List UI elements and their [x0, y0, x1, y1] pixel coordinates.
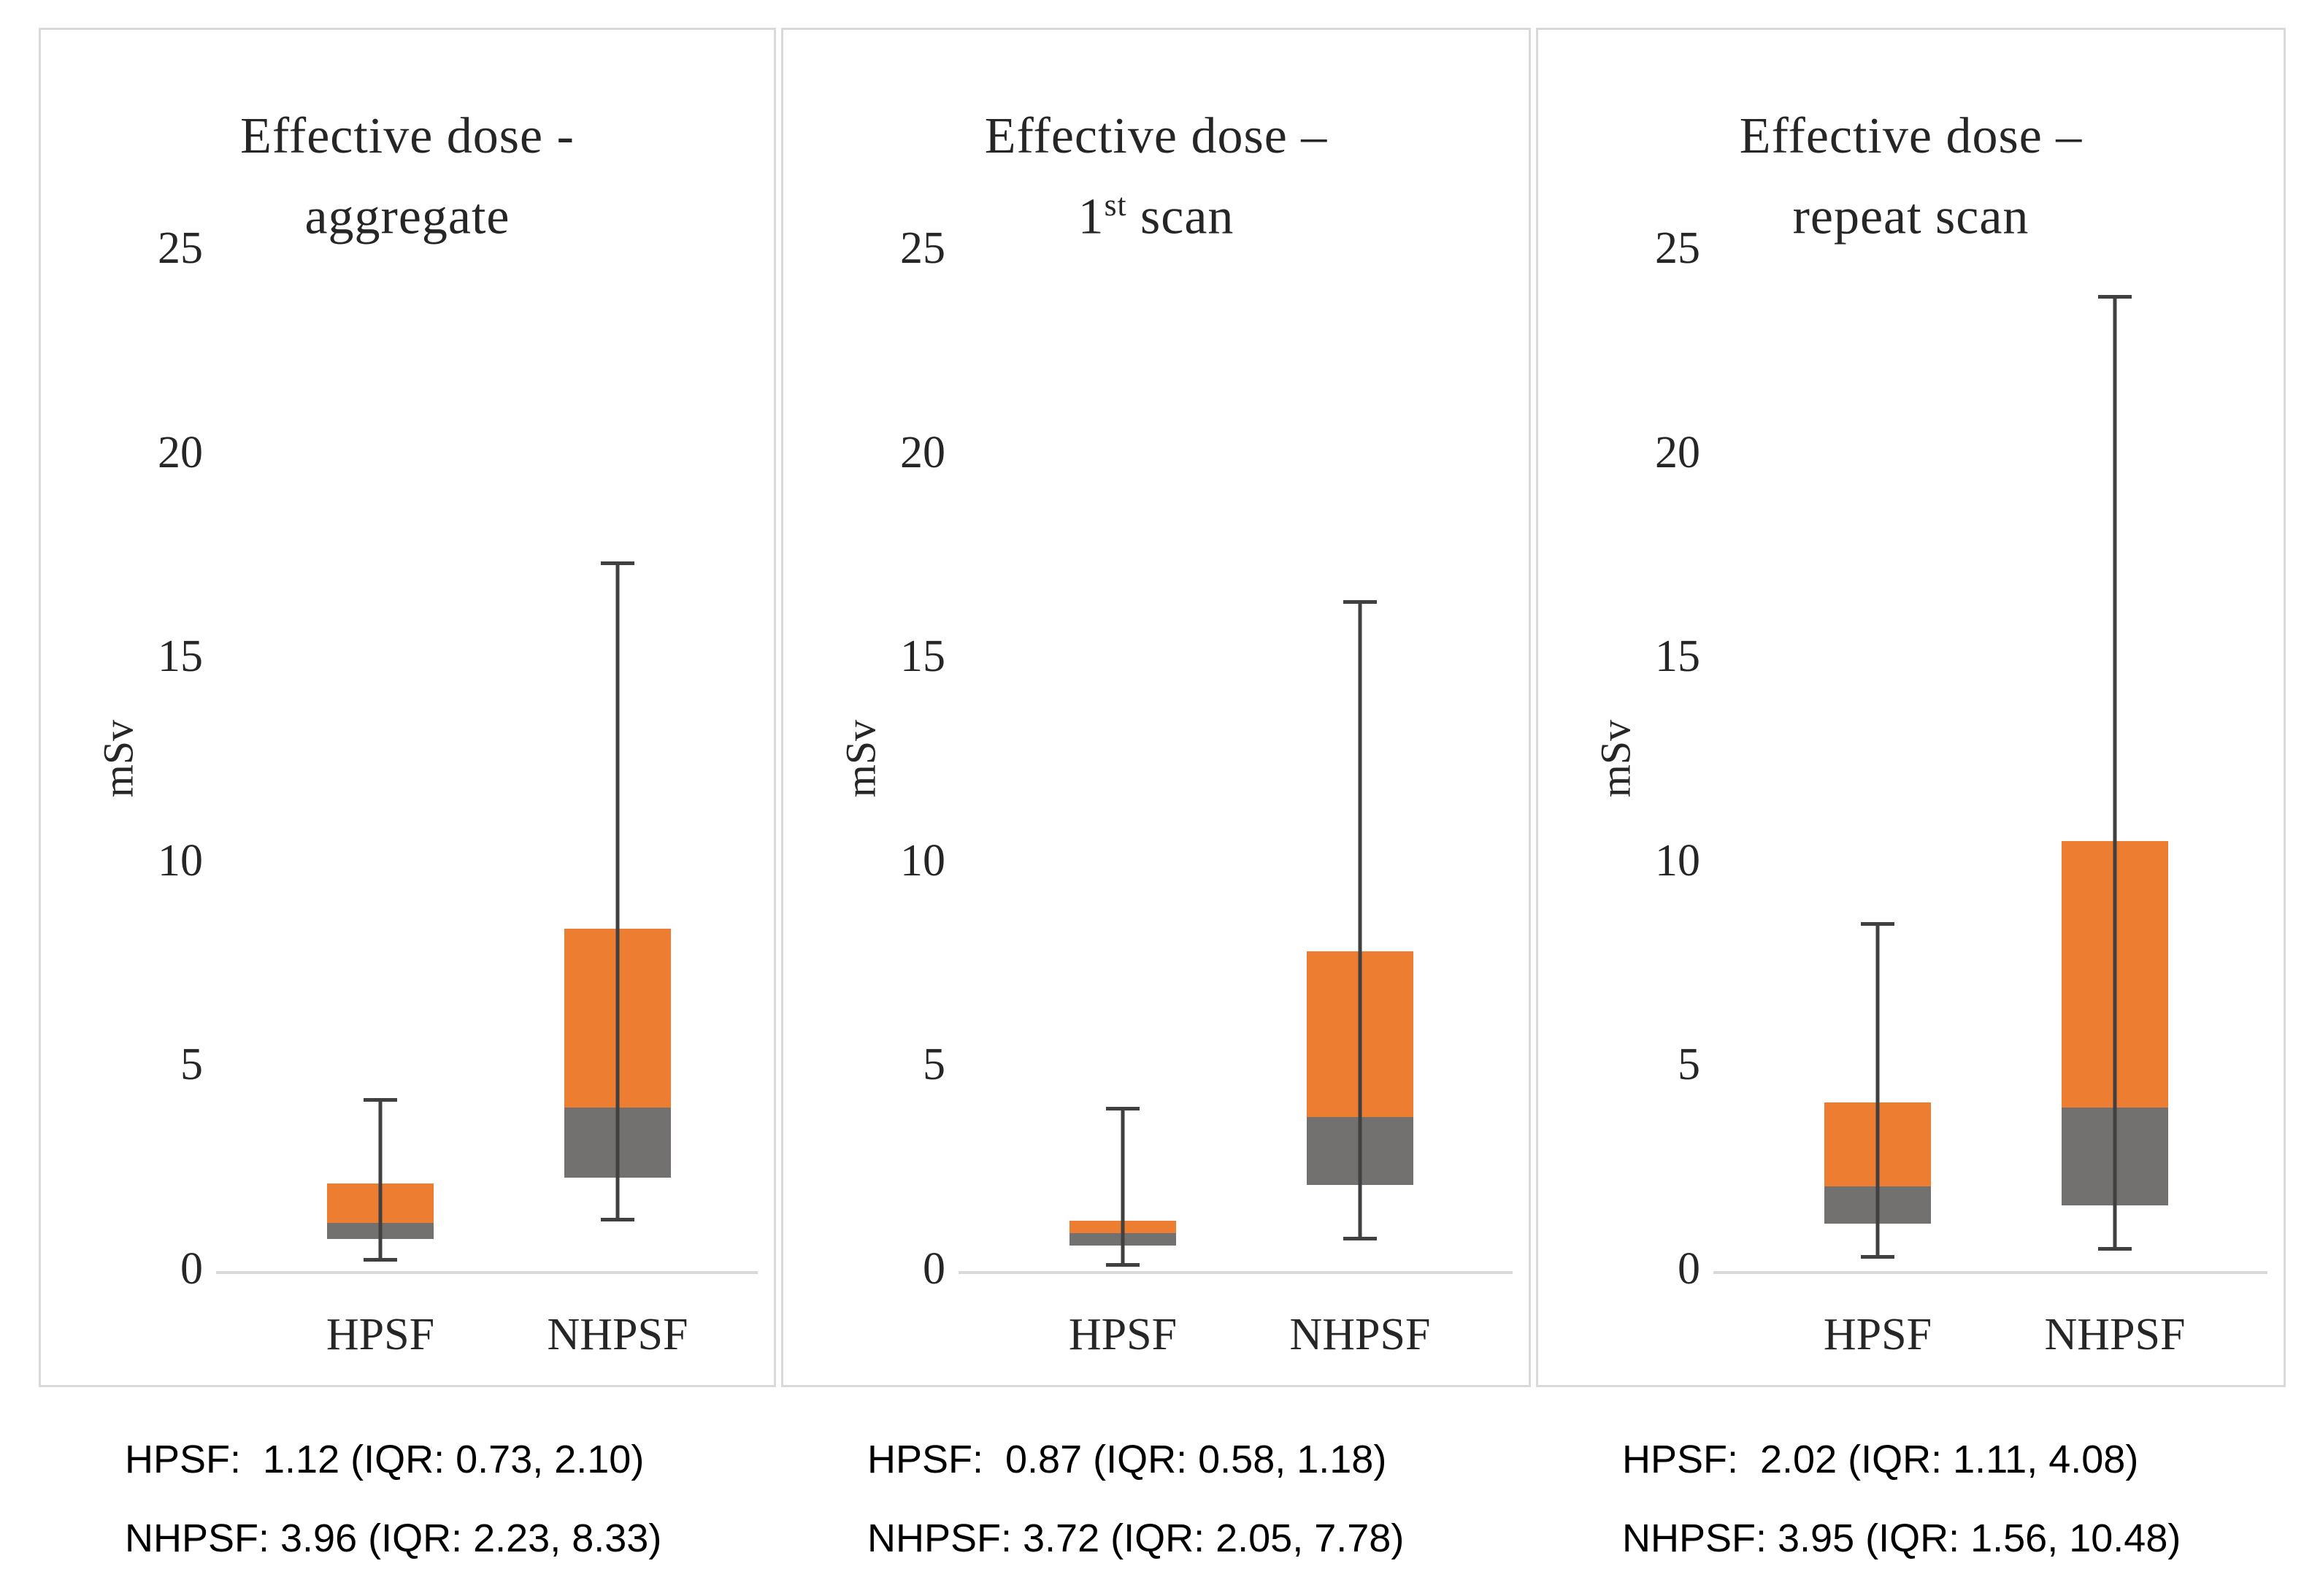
- chart-title-line2-pre: repeat scan: [1792, 188, 2029, 245]
- y-tick-label-15: 15: [1655, 632, 1700, 682]
- y-axis-title: mSv: [94, 719, 142, 798]
- chart-title-aggregate: Effective dose - aggregate: [41, 101, 774, 251]
- whisker-cap-bottom-hpsf: [1861, 1255, 1894, 1259]
- y-tick-label-25: 25: [900, 223, 945, 273]
- whisker-line-nhpsf: [2113, 295, 2117, 1251]
- stats-line-first-scan-0: HPSF: 0.87 (IQR: 0.58, 1.18): [867, 1438, 1387, 1481]
- stats-line-aggregate-1: NHPSF: 3.96 (IQR: 2.23, 8.33): [125, 1516, 662, 1560]
- whisker-line-hpsf: [1121, 1106, 1125, 1267]
- y-tick-label-5: 5: [180, 1040, 203, 1090]
- whisker-line-hpsf: [378, 1097, 383, 1262]
- chart-title-line2-pre: aggregate: [304, 188, 510, 245]
- stats-line-first-scan-1: NHPSF: 3.72 (IQR: 2.05, 7.78): [867, 1516, 1405, 1560]
- whisker-line-nhpsf: [1358, 600, 1362, 1240]
- y-tick-label-15: 15: [158, 632, 203, 682]
- y-tick-label-5: 5: [923, 1040, 945, 1090]
- x-axis-line: [1713, 1271, 2267, 1274]
- chart-title-repeat-scan: Effective dose – repeat scan: [1538, 101, 2284, 251]
- chart-title-line2-pre: 1: [1078, 188, 1105, 245]
- category-label-nhpsf: NHPSF: [2044, 1310, 2186, 1359]
- y-tick-label-0: 0: [180, 1244, 203, 1294]
- y-axis-title: mSv: [837, 719, 885, 798]
- whisker-line-hpsf: [1875, 921, 1880, 1259]
- chart-title-line1: Effective dose –: [984, 108, 1328, 164]
- chart-title-line1: Effective dose -: [240, 108, 575, 164]
- chart-title-line2: 1st scan: [783, 171, 1529, 251]
- chart-title-line2: aggregate: [41, 171, 774, 251]
- y-tick-label-10: 10: [158, 835, 203, 886]
- chart-title-line2-sup: st: [1104, 188, 1127, 223]
- y-tick-label-20: 20: [158, 427, 203, 477]
- chart-panel-repeat-scan: Effective dose – repeat scan 0 5 10 15 20 25 mSv…: [1536, 28, 2286, 1387]
- category-label-hpsf: HPSF: [1068, 1310, 1178, 1359]
- y-tick-label-5: 5: [1678, 1040, 1700, 1090]
- category-label-hpsf: HPSF: [326, 1310, 435, 1359]
- category-label-hpsf: HPSF: [1823, 1310, 1932, 1359]
- whisker-cap-top-nhpsf: [2098, 295, 2132, 299]
- whisker-line-nhpsf: [615, 561, 620, 1222]
- whisker-cap-top-hpsf: [1861, 921, 1894, 926]
- y-tick-label-25: 25: [158, 223, 203, 273]
- y-tick-label-10: 10: [900, 835, 945, 886]
- chart-title-line2-post: scan: [1126, 188, 1234, 245]
- whisker-cap-top-nhpsf: [601, 561, 634, 566]
- category-label-nhpsf: NHPSF: [547, 1310, 688, 1359]
- y-tick-label-20: 20: [1655, 427, 1700, 477]
- whisker-cap-bottom-hpsf: [364, 1257, 397, 1262]
- stats-line-repeat-scan-0: HPSF: 2.02 (IQR: 1.11, 4.08): [1622, 1438, 2139, 1481]
- y-tick-label-0: 0: [1678, 1244, 1700, 1294]
- whisker-cap-bottom-nhpsf: [2098, 1246, 2132, 1251]
- stats-line-repeat-scan-1: NHPSF: 3.95 (IQR: 1.56, 10.48): [1622, 1516, 2181, 1560]
- chart-title-line2: repeat scan: [1538, 171, 2284, 251]
- x-axis-line: [216, 1271, 758, 1274]
- chart-title-line1: Effective dose –: [1739, 108, 2083, 164]
- whisker-cap-bottom-nhpsf: [1343, 1236, 1377, 1240]
- chart-title-first-scan: Effective dose – 1st scan: [783, 101, 1529, 251]
- whisker-cap-top-nhpsf: [1343, 600, 1377, 605]
- y-tick-label-25: 25: [1655, 223, 1700, 273]
- y-tick-label-20: 20: [900, 427, 945, 477]
- x-axis-line: [959, 1271, 1513, 1274]
- y-tick-label-15: 15: [900, 632, 945, 682]
- y-axis-title: mSv: [1591, 719, 1640, 798]
- chart-panel-aggregate: Effective dose - aggregate 0 5 10 15 20 25 mSv HP…: [39, 28, 776, 1387]
- chart-panel-first-scan: Effective dose – 1st scan 0 5 10 15 20 25 mSv HPS…: [781, 28, 1531, 1387]
- y-tick-label-0: 0: [923, 1244, 945, 1294]
- whisker-cap-bottom-hpsf: [1106, 1263, 1140, 1267]
- whisker-cap-bottom-nhpsf: [601, 1218, 634, 1222]
- y-tick-label-10: 10: [1655, 835, 1700, 886]
- whisker-cap-top-hpsf: [364, 1097, 397, 1102]
- whisker-cap-top-hpsf: [1106, 1106, 1140, 1110]
- stats-line-aggregate-0: HPSF: 1.12 (IQR: 0.73, 2.10): [125, 1438, 645, 1481]
- category-label-nhpsf: NHPSF: [1289, 1310, 1431, 1359]
